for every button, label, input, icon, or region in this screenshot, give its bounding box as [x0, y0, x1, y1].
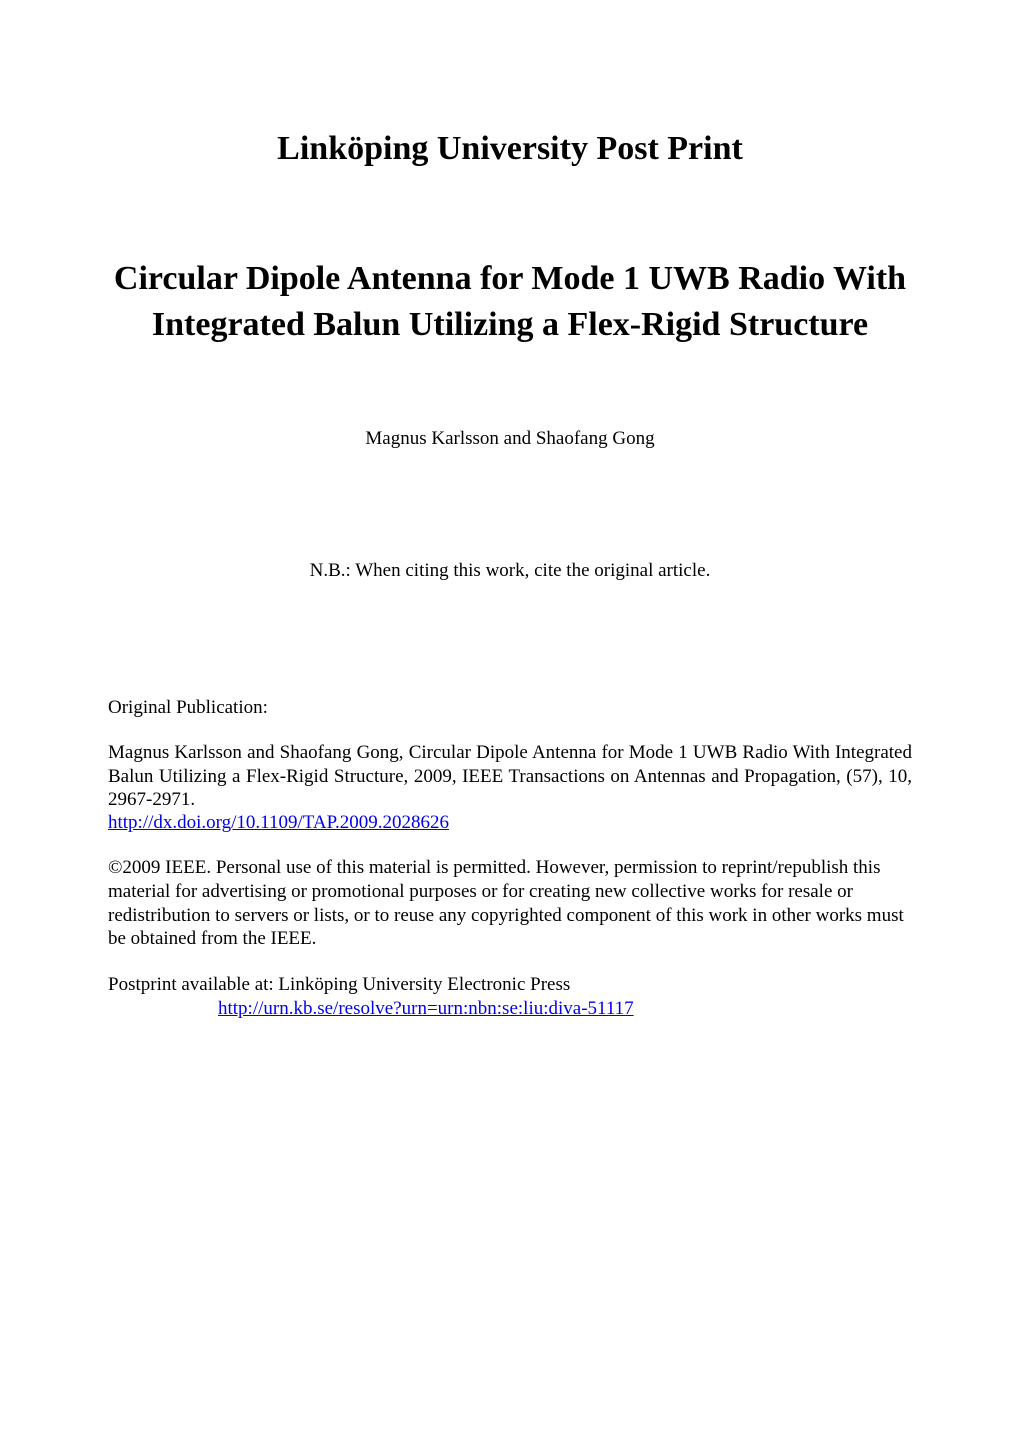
postprint-label: Postprint available at: Linköping Univer… — [108, 974, 570, 995]
doi-link[interactable]: http://dx.doi.org/10.1109/TAP.2009.20286… — [108, 812, 912, 834]
nb-citation-note: N.B.: When citing this work, cite the or… — [108, 560, 912, 582]
citation-text: Magnus Karlsson and Shaofang Gong, Circu… — [108, 741, 912, 812]
postprint-link[interactable]: http://urn.kb.se/resolve?urn=urn:nbn:se:… — [218, 998, 634, 1019]
postprint-availability: Postprint available at: Linköping Univer… — [108, 973, 912, 1021]
authors-line: Magnus Karlsson and Shaofang Gong — [108, 428, 912, 450]
original-publication-label: Original Publication: — [108, 697, 912, 719]
post-print-header: Linköping University Post Print — [108, 130, 912, 168]
paper-title: Circular Dipole Antenna for Mode 1 UWB R… — [108, 256, 912, 348]
copyright-text: ©2009 IEEE. Personal use of this materia… — [108, 856, 912, 951]
